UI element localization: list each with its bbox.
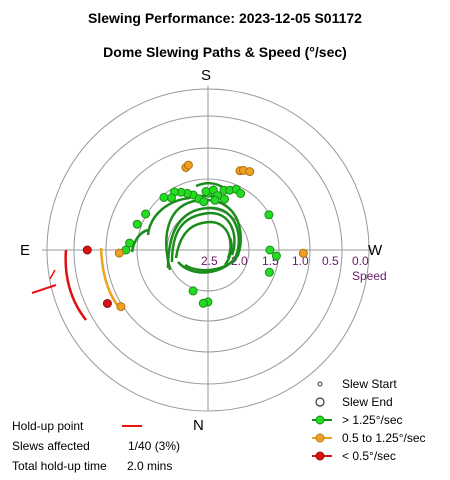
legend-slow: < 0.5°/sec bbox=[342, 449, 396, 463]
fast-path bbox=[223, 237, 233, 266]
holdup-marker bbox=[31, 284, 57, 294]
legend-start-marker bbox=[317, 381, 323, 387]
slow-point bbox=[102, 299, 112, 308]
fast-point bbox=[159, 192, 169, 202]
fast-point bbox=[188, 286, 198, 296]
chart-title: Slewing Performance: 2023-12-05 S01172 bbox=[88, 10, 362, 26]
speed-rings bbox=[42, 86, 372, 412]
legend-fast-marker bbox=[315, 415, 325, 425]
chart-subtitle: Dome Slewing Paths & Speed (°/sec) bbox=[103, 44, 347, 60]
legend-medium-marker bbox=[315, 433, 325, 443]
compass-south: S bbox=[201, 67, 211, 84]
slow-point bbox=[82, 245, 92, 255]
medium-point bbox=[298, 248, 308, 258]
fast-path bbox=[170, 211, 236, 263]
medium-point bbox=[183, 160, 193, 170]
legend: Slew Start Slew End > 1.25°/sec 0.5 to 1… bbox=[312, 377, 426, 463]
fast-point bbox=[132, 219, 142, 229]
fast-point bbox=[264, 210, 274, 220]
speed-tick: 0.5 bbox=[322, 254, 339, 268]
fast-point bbox=[199, 197, 209, 207]
slews-affected-value: 1/40 (3%) bbox=[128, 439, 181, 453]
medium-point bbox=[116, 302, 126, 312]
fast-point bbox=[201, 187, 211, 196]
fast-point bbox=[141, 209, 151, 219]
fast-point bbox=[265, 245, 275, 255]
compass-north: N bbox=[193, 417, 204, 434]
data-points bbox=[82, 160, 308, 312]
fast-point bbox=[236, 189, 246, 198]
legend-fast: > 1.25°/sec bbox=[342, 413, 403, 427]
speed-tick: 2.5 bbox=[201, 254, 218, 268]
fast-point bbox=[198, 298, 208, 308]
fast-path bbox=[146, 196, 191, 236]
fast-path bbox=[174, 220, 232, 259]
medium-path bbox=[99, 247, 120, 307]
legend-end-marker bbox=[315, 397, 325, 407]
total-holdup-value: 2.0 mins bbox=[127, 459, 173, 473]
fast-point bbox=[264, 267, 274, 277]
total-holdup-label: Total hold-up time bbox=[12, 459, 107, 473]
fast-point bbox=[167, 193, 176, 203]
legend-slew-start: Slew Start bbox=[342, 377, 397, 391]
slow-path bbox=[64, 249, 87, 321]
fast-path bbox=[166, 206, 241, 274]
legend-slew-end: Slew End bbox=[342, 395, 393, 409]
fast-point bbox=[210, 195, 220, 205]
fast-path bbox=[165, 198, 242, 272]
compass-east: E bbox=[20, 242, 30, 259]
compass-west: W bbox=[368, 242, 383, 259]
fast-point bbox=[125, 238, 135, 248]
fast-point bbox=[220, 194, 229, 204]
fast-path bbox=[130, 228, 149, 253]
medium-point bbox=[245, 167, 255, 177]
medium-point bbox=[114, 248, 124, 258]
holdup-label: Hold-up point bbox=[12, 419, 84, 433]
holdup-marker bbox=[49, 269, 56, 280]
speed-tick: 0.0 bbox=[352, 254, 369, 268]
speed-axis-label: Speed bbox=[352, 269, 387, 283]
legend-slow-marker bbox=[315, 451, 325, 461]
legend-medium: 0.5 to 1.25°/sec bbox=[342, 431, 426, 445]
fast-point bbox=[271, 251, 281, 261]
slews-affected-label: Slews affected bbox=[12, 439, 90, 453]
speed-ticks: 2.5 2.0 1.5 1.0 0.5 0.0 Speed bbox=[201, 254, 387, 283]
